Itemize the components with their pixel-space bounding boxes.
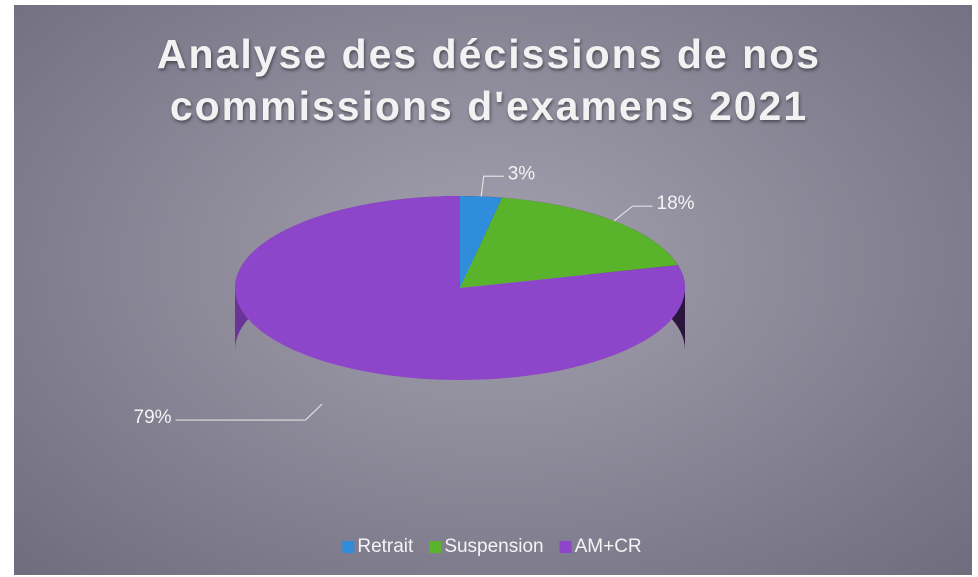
legend-swatch	[429, 541, 442, 553]
legend-swatch	[342, 541, 355, 553]
legend-swatch	[559, 541, 572, 553]
leader-line	[613, 205, 653, 222]
legend-label: Retrait	[357, 536, 414, 557]
legend-label: Suspension	[444, 536, 543, 557]
legend-label: AM+CR	[575, 536, 642, 557]
data-label: 79%	[134, 407, 172, 428]
leader-line	[175, 403, 323, 421]
slice	[460, 197, 678, 288]
slice	[460, 196, 503, 288]
data-label: 18%	[657, 193, 695, 214]
slice	[235, 196, 685, 380]
chart-title: Analyse des décissions de nos commission…	[156, 31, 822, 129]
data-label: 3%	[508, 163, 536, 184]
leader-line	[480, 175, 504, 197]
